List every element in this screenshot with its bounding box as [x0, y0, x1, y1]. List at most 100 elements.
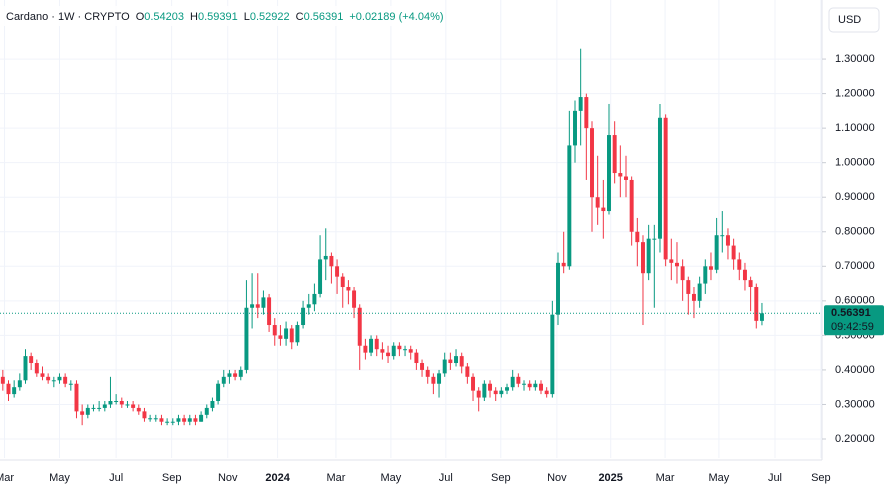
header-backdrop — [0, 6, 440, 26]
candle-body — [567, 145, 572, 267]
x-tick-label: Jul — [768, 472, 782, 484]
candle-body — [697, 283, 702, 301]
countdown: 09:42:59 — [831, 321, 874, 333]
candle-body — [674, 262, 679, 267]
candle-body — [641, 242, 645, 274]
candle-body — [573, 110, 577, 146]
candle-body — [182, 418, 187, 422]
candle-body — [691, 293, 696, 301]
candle-body — [369, 338, 374, 353]
y-tick-label: 0.90000 — [835, 191, 875, 203]
candle-body — [6, 383, 11, 395]
candle-body — [131, 404, 136, 408]
candle-body — [737, 259, 742, 270]
candle-body — [312, 293, 317, 305]
y-tick-label: 0.20000 — [835, 433, 875, 445]
candle-body — [346, 287, 351, 291]
y-tick-label: 1.00000 — [835, 157, 875, 169]
grid — [0, 0, 822, 458]
candle-body — [289, 328, 294, 343]
candle-body — [425, 369, 430, 377]
candle-body — [482, 383, 487, 398]
candle-body — [335, 266, 340, 277]
candle-body — [454, 356, 459, 364]
candle-body — [29, 356, 34, 364]
candle-body — [612, 135, 617, 174]
candle-body — [561, 262, 566, 267]
legend-header: Cardano · 1W · CRYPTO O0.54203 H0.59391 L0.… — [6, 11, 444, 23]
candle-body — [590, 128, 594, 198]
axes: 0.200000.300000.400000.500000.600000.700… — [0, 53, 884, 484]
candle-body — [23, 356, 28, 381]
x-tick-label: Sep — [491, 472, 511, 484]
candle-body — [244, 307, 249, 370]
candle-body — [357, 307, 362, 346]
legend-item: 0.59391 — [198, 11, 238, 23]
candle-body — [380, 349, 385, 353]
candle-body — [193, 418, 198, 422]
x-tick-label: Nov — [218, 472, 238, 484]
candle-body — [284, 328, 289, 339]
candle-body — [352, 290, 357, 308]
candle-body — [34, 363, 39, 374]
currency-button[interactable] — [828, 7, 880, 33]
candle-body — [629, 179, 634, 232]
legend-item: L — [244, 11, 250, 23]
candle-body — [323, 255, 328, 260]
candle-body — [63, 376, 68, 384]
candle-body — [742, 269, 747, 281]
candle-body — [125, 404, 130, 406]
candle-body — [142, 411, 147, 419]
candle-body — [51, 380, 56, 382]
last-price-badge — [824, 305, 884, 336]
candle-body — [544, 390, 549, 395]
y-tick-label: 0.80000 — [835, 226, 875, 238]
candle-body — [255, 304, 260, 308]
candle-body — [176, 418, 181, 422]
candle-body — [584, 97, 589, 129]
candle-body — [301, 307, 306, 326]
candle-body — [272, 325, 277, 336]
candle-body — [595, 197, 600, 208]
candle-body — [657, 117, 662, 239]
candle-body — [578, 97, 583, 111]
candle-body — [119, 401, 124, 405]
candle-body — [663, 117, 668, 260]
x-tick-label: May — [49, 472, 70, 484]
legend-item: 0.56391 — [304, 11, 344, 23]
legend-item: +0.02189 (+4.04%) — [349, 11, 443, 23]
x-tick-label: Sep — [811, 472, 831, 484]
candle-body — [448, 359, 453, 364]
candle-body — [759, 313, 764, 321]
currency[interactable]: USD — [838, 14, 861, 26]
x-tick-label: 2025 — [598, 472, 622, 484]
candle-body — [159, 418, 164, 422]
candle-body — [216, 383, 221, 402]
candle-body — [187, 418, 192, 422]
candle-body — [40, 373, 45, 377]
candle-body — [340, 276, 345, 288]
candle-body — [556, 262, 560, 315]
candle-body — [238, 369, 243, 377]
candle-body — [476, 390, 481, 398]
candle-body — [414, 352, 419, 364]
candle-body — [108, 401, 113, 405]
candle-body — [295, 325, 300, 343]
candle-body — [510, 376, 515, 388]
candle-body — [267, 297, 272, 326]
candle-body — [680, 266, 685, 281]
y-tick-label: 1.20000 — [835, 88, 875, 100]
x-tick-label: Nov — [547, 472, 567, 484]
legend-item: 0.52922 — [250, 11, 290, 23]
candle-body — [607, 135, 611, 212]
x-tick-label: May — [380, 472, 401, 484]
candle-body — [754, 287, 759, 321]
candle-body — [97, 407, 102, 409]
x-tick-label: May — [709, 472, 730, 484]
candle-body — [74, 383, 79, 412]
legend-item: C — [296, 11, 304, 23]
candle-body — [57, 376, 62, 381]
candle-body — [646, 238, 651, 274]
candle-body — [0, 376, 5, 384]
